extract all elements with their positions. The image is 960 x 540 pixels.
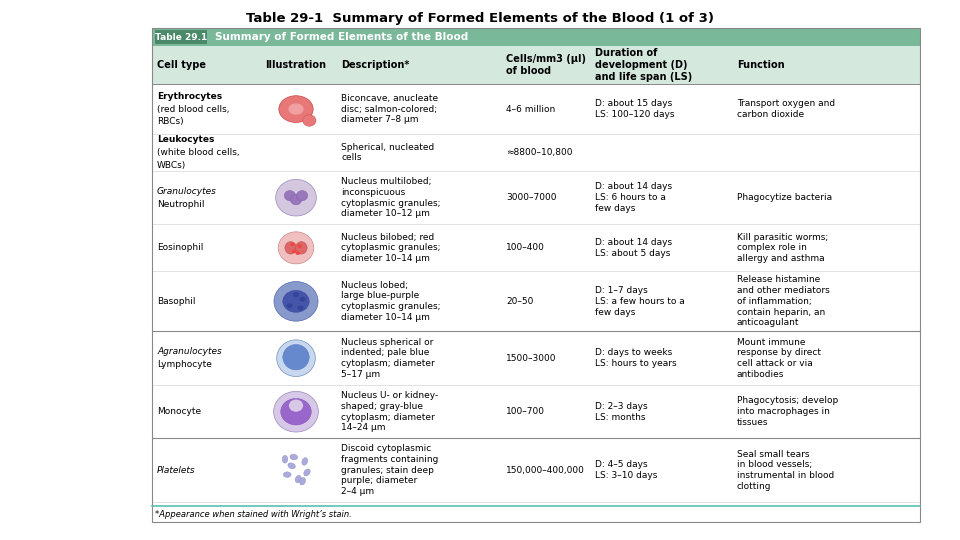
Ellipse shape (284, 191, 296, 201)
Text: Basophil: Basophil (157, 297, 196, 306)
Ellipse shape (295, 476, 301, 482)
Text: *Appearance when stained with Wright’s stain.: *Appearance when stained with Wright’s s… (155, 510, 351, 519)
Ellipse shape (283, 291, 309, 312)
Ellipse shape (288, 463, 296, 469)
Text: Granulocytes: Granulocytes (157, 187, 217, 196)
Ellipse shape (276, 340, 315, 376)
Ellipse shape (298, 244, 301, 248)
Text: Function: Function (737, 60, 784, 70)
Text: Nucleus bilobed; red
cytoplasmic granules;
diameter 10–14 µm: Nucleus bilobed; red cytoplasmic granule… (342, 233, 441, 263)
Text: Agranulocytes: Agranulocytes (157, 347, 222, 356)
Text: Spherical, nucleated
cells: Spherical, nucleated cells (342, 143, 435, 163)
Bar (152, 171, 920, 225)
Text: 4–6 million: 4–6 million (507, 105, 556, 113)
Ellipse shape (290, 242, 295, 246)
Text: 20–50: 20–50 (507, 297, 534, 306)
Text: Monocyte: Monocyte (157, 407, 202, 416)
Ellipse shape (274, 281, 318, 321)
Text: (white blood cells,: (white blood cells, (157, 148, 240, 157)
Text: Illustration: Illustration (266, 60, 326, 70)
Text: Discoid cytoplasmic
fragments containing
granules; stain deep
purple; diameter
2: Discoid cytoplasmic fragments containing… (342, 444, 439, 496)
Ellipse shape (296, 252, 300, 255)
Bar (152, 385, 920, 438)
Ellipse shape (300, 297, 305, 301)
Text: Nucleus lobed;
large blue-purple
cytoplasmic granules;
diameter 10–14 µm: Nucleus lobed; large blue-purple cytopla… (342, 281, 441, 322)
Ellipse shape (299, 478, 306, 484)
Ellipse shape (301, 458, 308, 465)
Bar (152, 134, 920, 171)
Text: Nucleus multilobed;
inconspicuous
cytoplasmic granules;
diameter 10–12 µm: Nucleus multilobed; inconspicuous cytopl… (342, 177, 441, 218)
Text: Phagocytosis; develop
into macrophages in
tissues: Phagocytosis; develop into macrophages i… (737, 396, 838, 427)
Text: Eosinophil: Eosinophil (157, 244, 204, 252)
Text: D: 1–7 days
LS: a few hours to a
few days: D: 1–7 days LS: a few hours to a few day… (595, 286, 684, 316)
Bar (152, 46, 920, 84)
Bar (152, 84, 920, 134)
Ellipse shape (285, 241, 297, 254)
Bar (152, 28, 920, 46)
Text: D: about 15 days
LS: 100–120 days: D: about 15 days LS: 100–120 days (595, 99, 674, 119)
Ellipse shape (283, 345, 309, 370)
Text: Nucleus spherical or
indented; pale blue
cytoplasm; diameter
5–17 µm: Nucleus spherical or indented; pale blue… (342, 338, 435, 379)
Text: D: about 14 days
LS: 6 hours to a
few days: D: about 14 days LS: 6 hours to a few da… (595, 183, 672, 213)
Ellipse shape (280, 399, 311, 425)
Text: Biconcave, anucleate
disc; salmon-colored;
diameter 7–8 µm: Biconcave, anucleate disc; salmon-colore… (342, 94, 439, 124)
Ellipse shape (278, 96, 313, 123)
Text: Cell type: Cell type (157, 60, 206, 70)
Ellipse shape (297, 191, 308, 201)
Text: Mount immune
response by direct
cell attack or via
antibodies: Mount immune response by direct cell att… (737, 338, 821, 379)
Text: Transport oxygen and
carbon dioxide: Transport oxygen and carbon dioxide (737, 99, 835, 119)
Bar (155, 30, 207, 44)
Text: Leukocytes: Leukocytes (157, 136, 214, 144)
Text: Kill parasitic worms;
complex role in
allergy and asthma: Kill parasitic worms; complex role in al… (737, 233, 828, 263)
Text: 100–700: 100–700 (507, 407, 545, 416)
Ellipse shape (276, 179, 317, 216)
Text: RBCs): RBCs) (157, 117, 183, 126)
Text: Table 29.1: Table 29.1 (155, 32, 207, 42)
Ellipse shape (291, 194, 301, 205)
Text: D: 4–5 days
LS: 3–10 days: D: 4–5 days LS: 3–10 days (595, 461, 658, 480)
Ellipse shape (278, 232, 314, 264)
Text: Cells/mm3 (µl)
of blood: Cells/mm3 (µl) of blood (507, 54, 587, 76)
Text: 3000–7000: 3000–7000 (507, 193, 557, 202)
Bar (152, 271, 920, 332)
Bar (152, 28, 920, 522)
Ellipse shape (289, 400, 303, 411)
Text: Neutrophil: Neutrophil (157, 199, 204, 208)
Ellipse shape (302, 115, 316, 126)
Text: 1500–3000: 1500–3000 (507, 354, 557, 363)
Ellipse shape (296, 241, 307, 254)
Text: Summary of Formed Elements of the Blood: Summary of Formed Elements of the Blood (215, 32, 468, 42)
Text: Platelets: Platelets (157, 465, 196, 475)
Text: Description*: Description* (342, 60, 410, 70)
Ellipse shape (293, 292, 300, 297)
Text: Erythrocytes: Erythrocytes (157, 92, 222, 101)
Ellipse shape (286, 303, 293, 308)
Text: D: days to weeks
LS: hours to years: D: days to weeks LS: hours to years (595, 348, 677, 368)
Text: D: about 14 days
LS: about 5 days: D: about 14 days LS: about 5 days (595, 238, 672, 258)
Ellipse shape (291, 453, 297, 461)
Text: Lymphocyte: Lymphocyte (157, 360, 212, 369)
Ellipse shape (284, 471, 291, 478)
Text: Duration of
development (D)
and life span (LS): Duration of development (D) and life spa… (595, 49, 692, 82)
Bar (152, 438, 920, 502)
Bar (152, 225, 920, 271)
Ellipse shape (282, 456, 288, 463)
Ellipse shape (303, 470, 311, 475)
Text: 150,000–400,000: 150,000–400,000 (507, 465, 586, 475)
Text: WBCs): WBCs) (157, 161, 186, 170)
Text: (red blood cells,: (red blood cells, (157, 105, 229, 113)
Text: Nucleus U- or kidney-
shaped; gray-blue
cytoplasm; diameter
14–24 µm: Nucleus U- or kidney- shaped; gray-blue … (342, 391, 439, 433)
Text: Phagocytize bacteria: Phagocytize bacteria (737, 193, 832, 202)
Ellipse shape (292, 249, 297, 253)
Text: Table 29-1  Summary of Formed Elements of the Blood (1 of 3): Table 29-1 Summary of Formed Elements of… (246, 12, 714, 25)
Text: ≈8800–10,800: ≈8800–10,800 (507, 148, 573, 157)
Bar (152, 332, 920, 385)
Text: Release histamine
and other mediators
of inflammation;
contain heparin, an
antic: Release histamine and other mediators of… (737, 275, 829, 327)
Text: Seal small tears
in blood vessels;
instrumental in blood
clotting: Seal small tears in blood vessels; instr… (737, 450, 834, 491)
Ellipse shape (298, 306, 303, 310)
Text: 100–400: 100–400 (507, 244, 545, 252)
Text: D: 2–3 days
LS: months: D: 2–3 days LS: months (595, 402, 647, 422)
Ellipse shape (288, 103, 303, 115)
Ellipse shape (274, 392, 319, 432)
